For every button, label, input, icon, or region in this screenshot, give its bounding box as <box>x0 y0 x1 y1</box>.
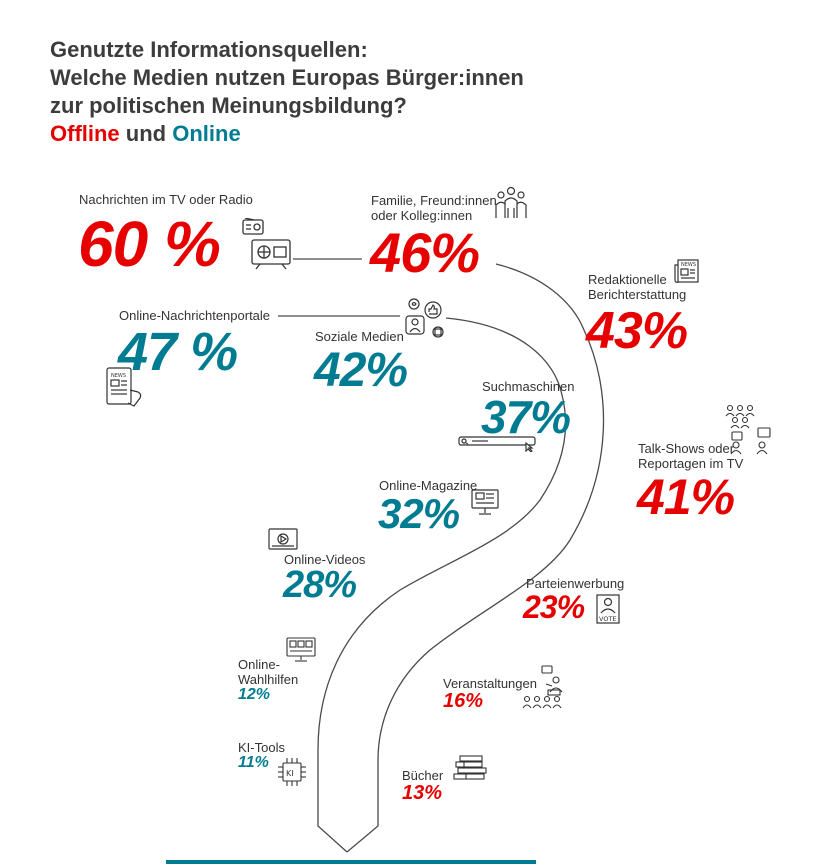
event-audience-icon <box>522 665 563 709</box>
value-tv-radio: 60 % <box>78 208 221 280</box>
monitor-magazine-icon <box>471 489 499 515</box>
label-party-ads: Parteienwerbung <box>526 576 625 591</box>
value-editorial: 43% <box>586 302 688 360</box>
value-party-ads: 23% <box>523 589 585 625</box>
bottom-bar-online-2 <box>486 860 536 864</box>
title-line-1: Genutzte Informationsquellen: <box>50 37 368 62</box>
tv-radio-icon <box>242 218 291 270</box>
label-online-portals: Online-Nachrichtenportale <box>119 308 271 323</box>
title-line-3: zur politischen Meinungsbildung? <box>50 93 407 118</box>
chart-title: Genutzte Informationsquellen: Welche Med… <box>50 36 524 148</box>
value-family: 46% <box>370 221 480 284</box>
value-online-portals: 47 % <box>118 322 238 382</box>
legend-online: Online <box>172 121 241 146</box>
value-online-videos: 28% <box>283 564 357 606</box>
label-events: Veranstaltungen <box>443 676 537 691</box>
people-group-icon <box>495 186 527 218</box>
social-media-icon <box>405 298 444 338</box>
newspaper-icon: NEWS <box>674 259 699 283</box>
talkshow-icon <box>725 404 771 455</box>
label-books: Bücher <box>402 768 444 783</box>
svg-text:NEWS: NEWS <box>681 262 696 268</box>
legend-line: Offline und Online <box>50 120 524 148</box>
svg-text:VOTE: VOTE <box>599 615 617 623</box>
vote-poster-icon: VOTE <box>596 594 620 624</box>
video-player-icon <box>268 528 298 550</box>
legend-offline: Offline <box>50 121 120 146</box>
connector-inner-curve <box>317 317 567 853</box>
search-bar-icon <box>458 436 536 452</box>
label-editorial: Redaktionelle Berichterstattung <box>588 272 687 302</box>
svg-text:NEWS: NEWS <box>111 373 126 379</box>
ballot-screen-icon <box>286 637 316 662</box>
value-online-magazines: 32% <box>378 490 460 537</box>
bottom-bar-online <box>166 860 486 864</box>
label-voting-aids: Online- Wahlhilfen <box>238 657 299 687</box>
label-ai-tools: KI-Tools <box>238 740 285 755</box>
connector-outer-curve <box>346 263 605 853</box>
value-books: 13% <box>402 782 443 804</box>
value-voting-aids: 12% <box>238 686 271 703</box>
label-social-media: Soziale Medien <box>315 329 404 344</box>
ai-chip-icon: KI <box>278 758 306 786</box>
label-talkshows: Talk-Shows oder Reportagen im TV <box>638 441 744 471</box>
label-online-videos: Online-Videos <box>284 552 366 567</box>
svg-text:KI: KI <box>286 769 294 778</box>
legend-und: und <box>125 121 167 146</box>
books-icon <box>453 755 487 780</box>
label-tv-radio: Nachrichten im TV oder Radio <box>79 192 253 207</box>
value-events: 16% <box>443 690 484 712</box>
tablet-news-icon: NEWS <box>106 367 142 407</box>
label-search-engines: Suchmaschinen <box>482 379 575 394</box>
title-line-2: Welche Medien nutzen Europas Bürger:inne… <box>50 65 524 90</box>
label-family: Familie, Freund:innen oder Kolleg:innen <box>371 193 497 223</box>
value-search-engines: 37% <box>481 391 571 443</box>
value-ai-tools: 11% <box>238 754 269 771</box>
value-talkshows: 41% <box>637 469 735 525</box>
label-online-magazines: Online-Magazine <box>379 478 478 493</box>
value-social-media: 42% <box>314 344 408 397</box>
